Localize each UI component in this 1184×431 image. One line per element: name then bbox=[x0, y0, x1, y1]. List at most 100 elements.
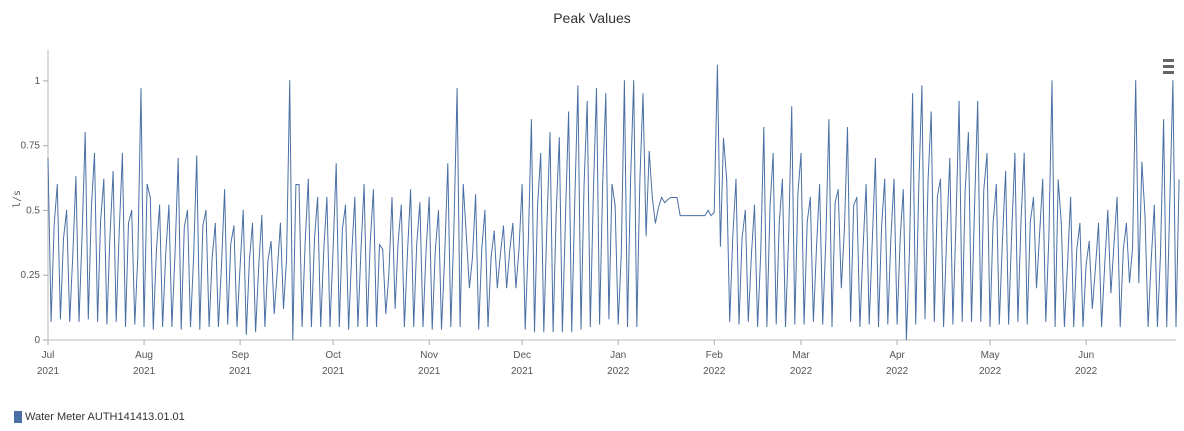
data-point bbox=[809, 196, 811, 199]
data-point bbox=[289, 80, 291, 82]
data-point bbox=[679, 215, 681, 217]
data-point bbox=[465, 235, 467, 237]
x-tick-year: 2021 bbox=[133, 366, 156, 377]
x-tick-month: May bbox=[981, 350, 1000, 361]
data-point bbox=[1088, 240, 1090, 243]
data-point bbox=[763, 126, 765, 129]
data-point bbox=[753, 204, 756, 206]
data-point bbox=[781, 178, 784, 180]
data-point bbox=[140, 88, 142, 90]
data-point bbox=[633, 80, 635, 82]
x-tick-month: Feb bbox=[706, 350, 724, 361]
data-point bbox=[84, 132, 86, 134]
x-tick-year: 2022 bbox=[979, 366, 1002, 377]
series-water-meter bbox=[47, 64, 1180, 341]
data-point bbox=[214, 222, 216, 225]
data-point bbox=[261, 215, 263, 217]
x-tick-month: Jun bbox=[1078, 350, 1094, 361]
data-point bbox=[158, 204, 161, 206]
data-point bbox=[47, 158, 49, 160]
data-point bbox=[1107, 209, 1109, 212]
data-point bbox=[354, 196, 356, 199]
data-point bbox=[949, 158, 951, 160]
data-point bbox=[1144, 215, 1146, 217]
y-tick-label: 0.25 bbox=[21, 270, 41, 281]
data-point bbox=[168, 204, 170, 206]
data-point bbox=[428, 196, 430, 199]
data-point bbox=[958, 101, 960, 103]
data-point bbox=[800, 152, 802, 155]
data-point bbox=[409, 189, 412, 191]
data-point bbox=[530, 119, 533, 121]
data-point bbox=[902, 189, 904, 191]
data-point bbox=[224, 189, 226, 191]
y-axis-label: l/s bbox=[12, 190, 23, 208]
data-point bbox=[149, 196, 151, 199]
data-point bbox=[75, 176, 77, 178]
data-point bbox=[549, 132, 551, 134]
data-point bbox=[205, 209, 207, 212]
data-point bbox=[93, 152, 96, 155]
y-axis-ticks: 0 0.25 0.5 0.75 1 bbox=[21, 76, 48, 346]
data-point bbox=[1097, 222, 1100, 225]
data-point bbox=[1153, 204, 1155, 206]
data-point bbox=[1079, 222, 1081, 225]
data-point bbox=[391, 196, 393, 199]
x-tick-year: 2022 bbox=[886, 366, 909, 377]
data-point bbox=[372, 189, 374, 191]
data-point bbox=[1004, 170, 1007, 173]
data-point bbox=[233, 225, 235, 227]
data-point bbox=[819, 183, 821, 186]
data-point bbox=[921, 85, 923, 87]
data-point bbox=[698, 215, 700, 217]
data-point bbox=[1032, 196, 1035, 199]
data-point bbox=[186, 209, 189, 212]
x-tick-year: 2021 bbox=[511, 366, 534, 377]
x-tick-month: Oct bbox=[325, 350, 341, 361]
data-point bbox=[884, 178, 886, 180]
x-tick-year: 2021 bbox=[322, 366, 345, 377]
data-point bbox=[484, 209, 486, 212]
chart-menu-button[interactable] bbox=[1160, 56, 1176, 78]
data-point bbox=[131, 209, 133, 212]
chart-title: Peak Values bbox=[553, 10, 631, 26]
data-point bbox=[568, 111, 570, 113]
data-point bbox=[270, 240, 272, 243]
data-point bbox=[112, 170, 114, 173]
data-point bbox=[196, 155, 198, 157]
x-tick-month: Aug bbox=[135, 350, 153, 361]
data-point bbox=[298, 183, 300, 186]
x-tick-month: Sep bbox=[231, 350, 249, 361]
data-point bbox=[930, 111, 932, 113]
data-point bbox=[56, 183, 58, 186]
legend-label: Water Meter AUTH141413.01.01 bbox=[25, 411, 185, 423]
data-point bbox=[642, 93, 644, 95]
data-point bbox=[382, 248, 384, 250]
data-point bbox=[1116, 196, 1118, 199]
data-point bbox=[242, 209, 244, 212]
data-point bbox=[419, 202, 421, 204]
data-point bbox=[874, 158, 877, 160]
data-point bbox=[177, 158, 179, 160]
hamburger-menu-icon bbox=[1163, 59, 1174, 74]
series-line bbox=[47, 65, 1180, 341]
data-point bbox=[995, 183, 997, 186]
data-point bbox=[1125, 222, 1128, 225]
data-point bbox=[279, 222, 282, 225]
y-tick-label: 0.5 bbox=[26, 205, 40, 216]
x-tick-month: Mar bbox=[792, 350, 810, 361]
x-tick-year: 2022 bbox=[1075, 366, 1098, 377]
data-point bbox=[475, 194, 477, 196]
data-point bbox=[967, 132, 969, 134]
data-point bbox=[586, 101, 588, 103]
y-tick-label: 0.75 bbox=[21, 141, 41, 152]
data-point bbox=[1051, 80, 1053, 82]
data-point bbox=[521, 183, 523, 186]
data-point bbox=[1023, 152, 1025, 155]
x-tick-year: 2022 bbox=[607, 366, 630, 377]
legend-item-water-meter[interactable]: Water Meter AUTH141413.01.01 bbox=[14, 411, 185, 423]
x-tick-month: Nov bbox=[420, 350, 438, 361]
data-point bbox=[911, 93, 914, 95]
data-point bbox=[307, 178, 309, 180]
data-point bbox=[335, 163, 337, 165]
